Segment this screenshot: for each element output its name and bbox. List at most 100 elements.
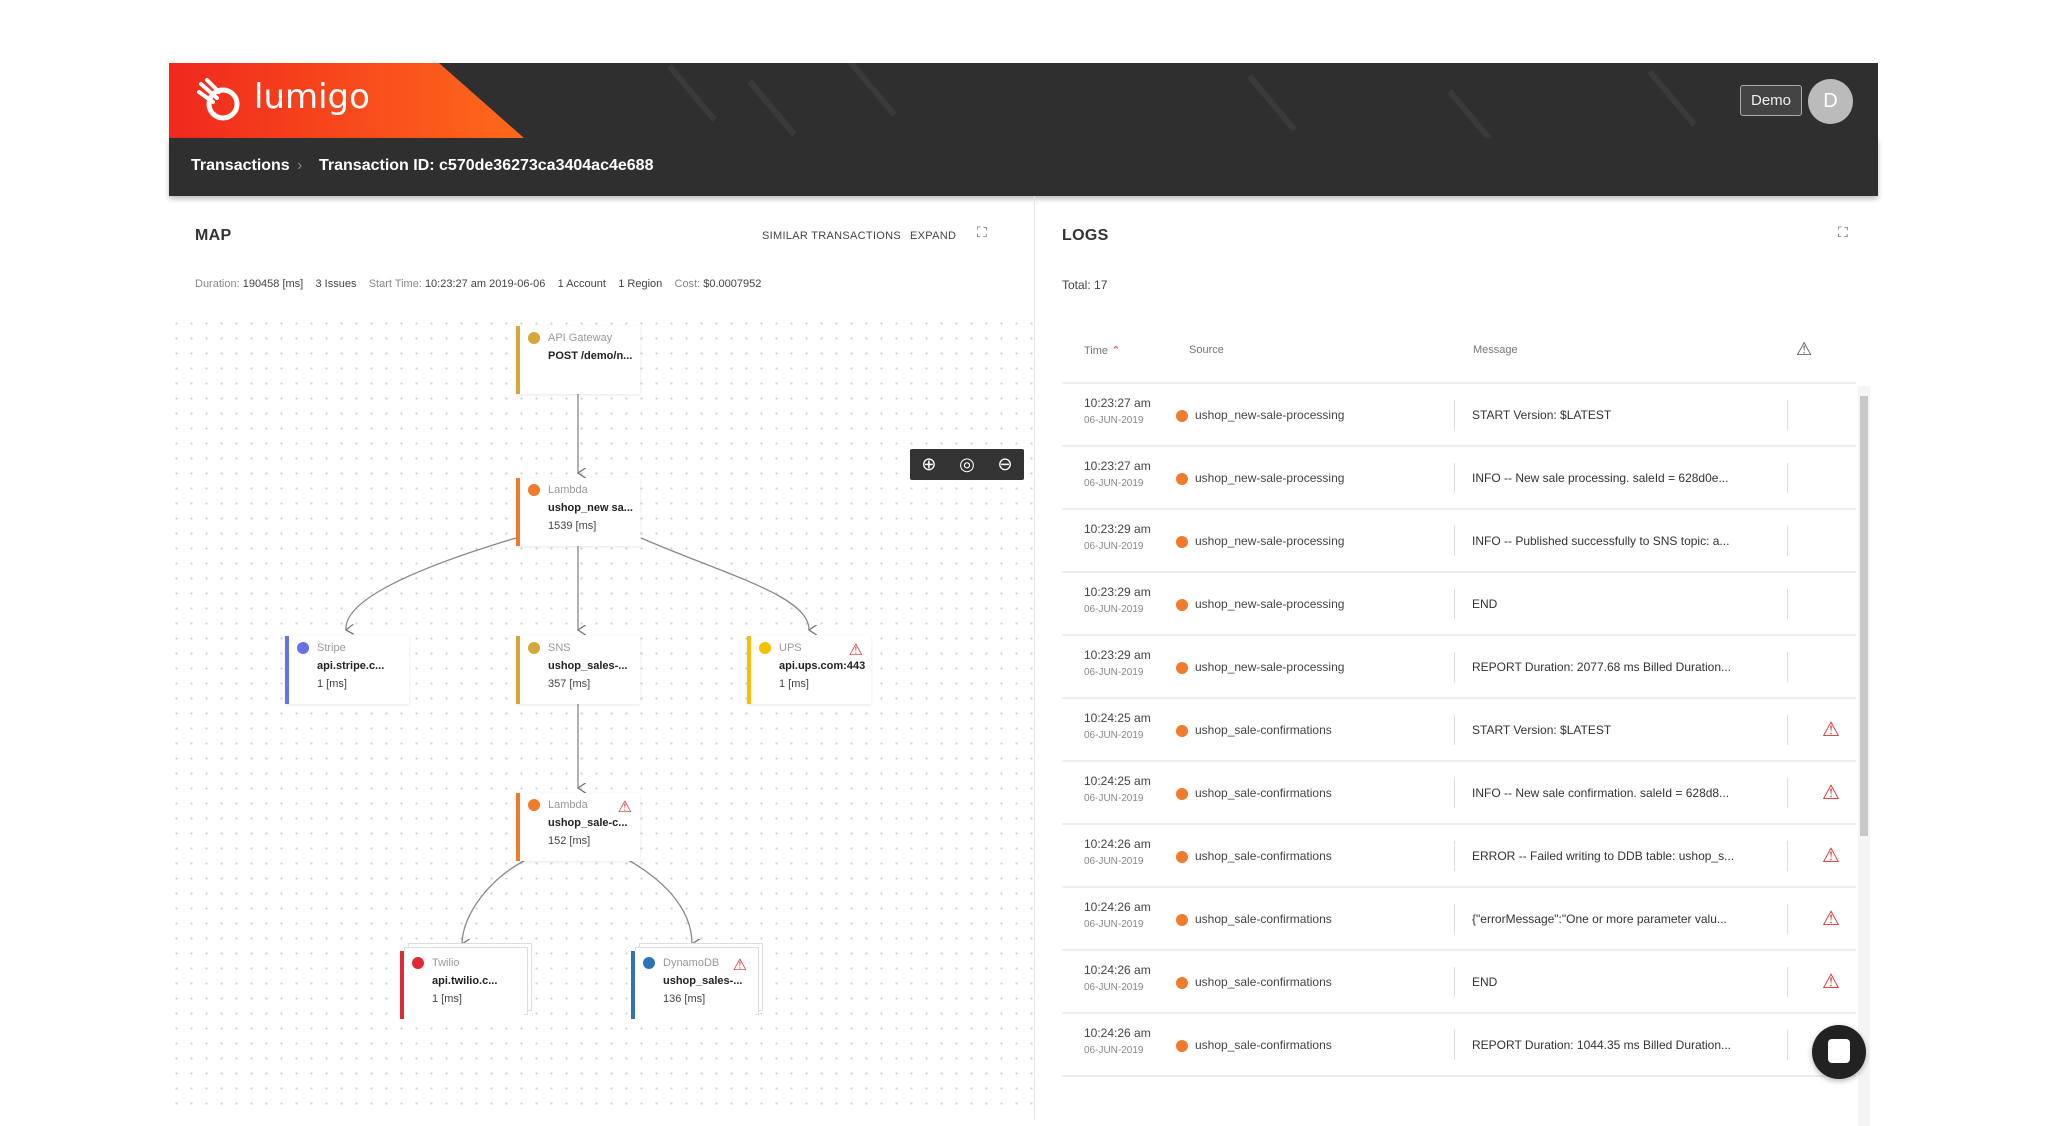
log-row[interactable]: 10:23:27 am 06-JUN-2019 ushop_new-sale-p… xyxy=(1062,447,1856,510)
logs-scrollbar[interactable] xyxy=(1858,386,1870,1126)
lumigo-logo-icon xyxy=(197,78,240,121)
log-row[interactable]: 10:24:26 am 06-JUN-2019 ushop_sale-confi… xyxy=(1062,951,1856,1014)
warning-icon: ⚠ xyxy=(1822,971,1840,993)
fullscreen-icon[interactable]: ⛶ xyxy=(977,224,987,240)
divider xyxy=(1787,1030,1788,1060)
log-row[interactable]: 10:24:26 am 06-JUN-2019 ushop_sale-confi… xyxy=(1062,888,1856,951)
log-message: INFO -- Published successfully to SNS to… xyxy=(1472,534,1730,548)
divider xyxy=(1787,967,1788,997)
map-node[interactable]: Stripe api.stripe.c... 1 [ms] xyxy=(285,636,409,704)
log-source[interactable]: ushop_sale-confirmations xyxy=(1195,975,1332,989)
node-name: api.ups.com:443 xyxy=(779,660,866,672)
node-duration: 1 [ms] xyxy=(432,993,462,1005)
log-message: INFO -- New sale processing. saleId = 62… xyxy=(1472,471,1729,485)
log-source[interactable]: ushop_new-sale-processing xyxy=(1195,408,1345,422)
log-message: {"errorMessage":"One or more parameter v… xyxy=(1472,912,1727,926)
center-icon[interactable]: ◎ xyxy=(959,454,975,474)
log-time: 10:23:29 am xyxy=(1084,585,1151,599)
divider xyxy=(1787,841,1788,871)
service-icon xyxy=(528,332,540,344)
log-date: 06-JUN-2019 xyxy=(1084,730,1144,741)
node-name: ushop_sales-... xyxy=(663,975,743,987)
log-source[interactable]: ushop_sale-confirmations xyxy=(1195,912,1332,926)
scroll-thumb[interactable] xyxy=(1860,396,1868,836)
log-row[interactable]: 10:23:29 am 06-JUN-2019 ushop_new-sale-p… xyxy=(1062,573,1856,636)
map-node[interactable]: SNS ushop_sales-... 357 [ms] xyxy=(516,636,640,704)
service-icon xyxy=(528,642,540,654)
log-date: 06-JUN-2019 xyxy=(1084,982,1144,993)
map-node[interactable]: Lambda ushop_sale-c... 152 [ms] ⚠ xyxy=(516,793,640,861)
demo-button[interactable]: Demo xyxy=(1740,85,1802,116)
similar-transactions-button[interactable]: SIMILAR TRANSACTIONS xyxy=(762,230,902,242)
service-icon xyxy=(528,484,540,496)
node-name: ushop_sale-c... xyxy=(548,817,628,829)
log-source[interactable]: ushop_sale-confirmations xyxy=(1195,849,1332,863)
log-time: 10:24:25 am xyxy=(1084,774,1151,788)
column-message[interactable]: Message xyxy=(1473,344,1518,356)
divider xyxy=(1454,904,1455,934)
divider xyxy=(1454,589,1455,619)
divider xyxy=(1787,589,1788,619)
expand-button[interactable]: EXPAND xyxy=(910,230,957,242)
brand-name[interactable]: lumigo xyxy=(254,77,370,117)
log-row[interactable]: 10:24:25 am 06-JUN-2019 ushop_sale-confi… xyxy=(1062,699,1856,762)
zoom-out-icon[interactable]: ⊖ xyxy=(997,454,1013,474)
warning-icon: ⚠ xyxy=(732,957,747,974)
log-row[interactable]: 10:23:29 am 06-JUN-2019 ushop_new-sale-p… xyxy=(1062,636,1856,699)
avatar[interactable]: D xyxy=(1808,79,1853,124)
log-time: 10:24:26 am xyxy=(1084,900,1151,914)
divider xyxy=(1787,400,1788,430)
breadcrumb-separator: › xyxy=(297,157,303,174)
log-row[interactable]: 10:23:29 am 06-JUN-2019 ushop_new-sale-p… xyxy=(1062,510,1856,573)
edge xyxy=(640,537,809,630)
log-source[interactable]: ushop_new-sale-processing xyxy=(1195,471,1345,485)
breadcrumb-transactions[interactable]: Transactions xyxy=(191,157,290,174)
lambda-icon xyxy=(1176,914,1188,926)
log-time: 10:23:29 am xyxy=(1084,648,1151,662)
divider xyxy=(1454,841,1455,871)
log-date: 06-JUN-2019 xyxy=(1084,856,1144,867)
column-source[interactable]: Source xyxy=(1189,344,1224,356)
breadcrumb: Transactions › Transaction ID: c570de362… xyxy=(169,138,1878,196)
log-row[interactable]: 10:23:27 am 06-JUN-2019 ushop_new-sale-p… xyxy=(1062,384,1856,447)
log-row[interactable]: 10:24:26 am 06-JUN-2019 ushop_sale-confi… xyxy=(1062,1014,1856,1077)
divider xyxy=(1787,904,1788,934)
log-source[interactable]: ushop_new-sale-processing xyxy=(1195,660,1345,674)
column-time-label: Time xyxy=(1084,345,1109,357)
log-time: 10:23:27 am xyxy=(1084,459,1151,473)
log-date: 06-JUN-2019 xyxy=(1084,478,1144,489)
log-source[interactable]: ushop_new-sale-processing xyxy=(1195,597,1345,611)
divider xyxy=(1787,526,1788,556)
column-time[interactable]: Time ⌃ xyxy=(1084,344,1120,357)
map-node[interactable]: API Gateway POST /demo/n... xyxy=(516,326,640,394)
warning-icon: ⚠ xyxy=(617,799,632,816)
transaction-stats: Duration: 190458 [ms] 3 Issues Start Tim… xyxy=(195,278,761,290)
log-message: INFO -- New sale confirmation. saleId = … xyxy=(1472,786,1730,800)
log-row[interactable]: 10:24:26 am 06-JUN-2019 ushop_sale-confi… xyxy=(1062,825,1856,888)
log-source[interactable]: ushop_sale-confirmations xyxy=(1195,1038,1332,1052)
map-node[interactable]: Lambda ushop_new sa... 1539 [ms] xyxy=(516,478,640,546)
lambda-icon xyxy=(1176,536,1188,548)
map-node[interactable]: UPS api.ups.com:443 1 [ms] ⚠ xyxy=(747,636,871,704)
start-value: 10:23:27 am 2019-06-06 xyxy=(424,278,546,290)
divider xyxy=(1454,967,1455,997)
log-source[interactable]: ushop_new-sale-processing xyxy=(1195,534,1345,548)
log-source[interactable]: ushop_sale-confirmations xyxy=(1195,786,1332,800)
cost-value: $0.0007952 xyxy=(703,278,762,290)
log-date: 06-JUN-2019 xyxy=(1084,793,1144,804)
zoom-in-icon[interactable]: ⊕ xyxy=(921,454,937,474)
map-node[interactable]: Twilio api.twilio.c... 1 [ms] xyxy=(400,951,524,1019)
map-canvas[interactable]: ⊕ ◎ ⊖ API Gateway POST /demo/n... Lambda… xyxy=(169,316,1035,1116)
fullscreen-icon[interactable]: ⛶ xyxy=(1838,224,1848,240)
warning-icon: ⚠ xyxy=(1822,845,1840,867)
lambda-icon xyxy=(1176,599,1188,611)
node-kind: API Gateway xyxy=(548,332,613,344)
log-date: 06-JUN-2019 xyxy=(1084,667,1144,678)
log-time: 10:24:26 am xyxy=(1084,963,1151,977)
log-date: 06-JUN-2019 xyxy=(1084,1045,1144,1056)
chat-button[interactable] xyxy=(1812,1025,1866,1079)
log-source[interactable]: ushop_sale-confirmations xyxy=(1195,723,1332,737)
log-row[interactable]: 10:24:25 am 06-JUN-2019 ushop_sale-confi… xyxy=(1062,762,1856,825)
node-duration: 152 [ms] xyxy=(548,835,591,847)
map-node[interactable]: DynamoDB ushop_sales-... 136 [ms] ⚠ xyxy=(631,951,755,1019)
